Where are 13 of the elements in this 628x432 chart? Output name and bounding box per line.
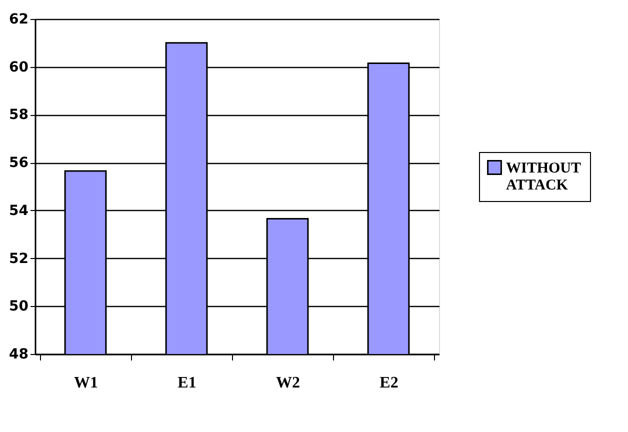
x-tick-label: W1	[74, 374, 98, 392]
y-tick-label: 48	[9, 346, 28, 362]
y-tick-label: 58	[9, 107, 28, 124]
y-tick-label: 52	[9, 250, 28, 267]
y-tick-label: 60	[9, 59, 29, 76]
y-tick-label: 50	[9, 298, 29, 315]
y-tick-label: 56	[9, 155, 28, 172]
x-tick-label: E1	[178, 374, 196, 392]
y-tick-label: 62	[9, 12, 28, 28]
legend-label: WITHOUT ATTACK	[506, 160, 582, 194]
x-tick-label: E2	[380, 374, 398, 392]
y-tick-label: 54	[9, 202, 29, 219]
x-tick-label: W2	[276, 374, 300, 392]
